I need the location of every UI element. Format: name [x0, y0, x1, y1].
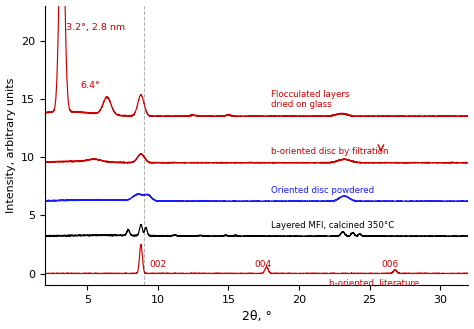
Text: b-oriented, literature: b-oriented, literature	[329, 279, 419, 288]
Text: Flocculated layers
dried on glass: Flocculated layers dried on glass	[271, 90, 349, 109]
Text: 3.2°, 2.8 nm: 3.2°, 2.8 nm	[66, 23, 125, 32]
Y-axis label: Intensity, arbitrary units: Intensity, arbitrary units	[6, 78, 16, 213]
Text: 006: 006	[381, 261, 398, 269]
Text: Layered MFI, calcined 350°C: Layered MFI, calcined 350°C	[271, 221, 394, 230]
Text: 002: 002	[149, 261, 166, 269]
Text: 6.4°: 6.4°	[80, 81, 100, 90]
X-axis label: 2θ, °: 2θ, °	[242, 311, 272, 323]
Text: b-oriented disc by filtration: b-oriented disc by filtration	[271, 147, 388, 156]
Text: 004: 004	[254, 261, 271, 269]
Text: Oriented disc powdered: Oriented disc powdered	[271, 186, 374, 195]
